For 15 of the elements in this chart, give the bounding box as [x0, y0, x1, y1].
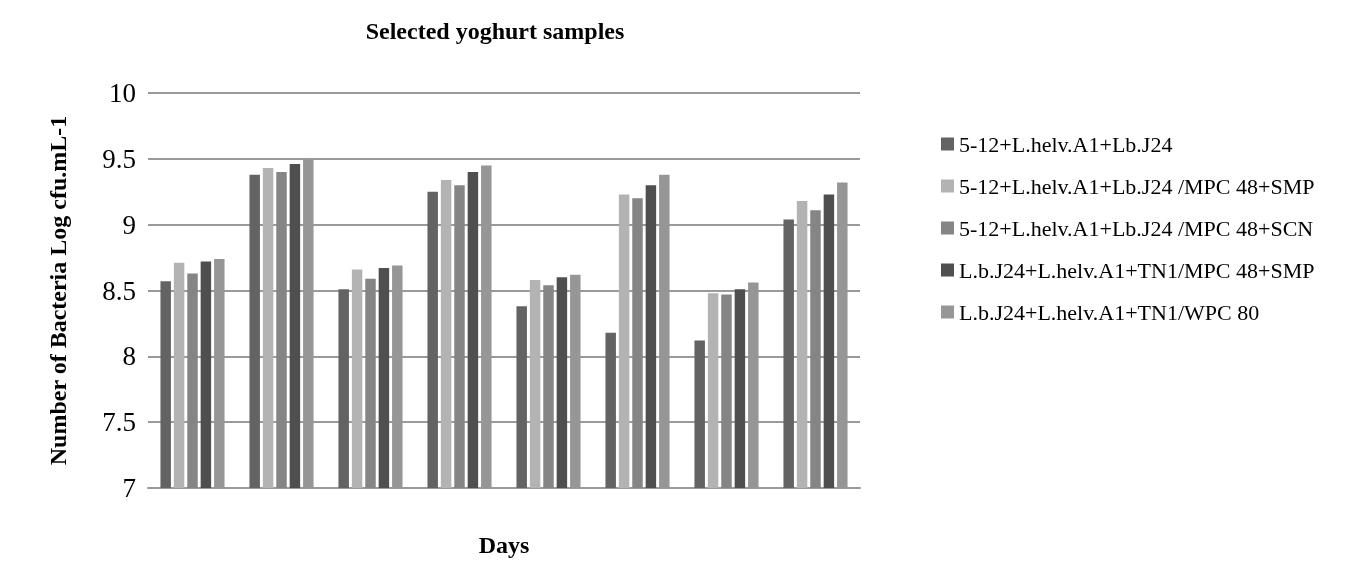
- y-axis-title: Number of Bacteria Log cfu.mL-1: [45, 115, 71, 466]
- legend-label: L.b.J24+L.helv.A1+TN1/MPC 48+SMP: [959, 257, 1315, 283]
- x-axis-title: Days: [478, 532, 530, 558]
- y-tick-label: 7: [122, 473, 136, 503]
- y-tick-label: 9.5: [102, 143, 136, 174]
- y-tick-label: 10: [109, 78, 136, 108]
- y-tick-label: 8.5: [102, 275, 136, 306]
- y-tick-label: 7.5: [102, 407, 136, 438]
- y-tick-label: 8: [122, 341, 136, 372]
- chart-title: Selected yoghurt samples: [365, 18, 625, 44]
- y-tick-label: 9: [122, 209, 136, 240]
- legend-label: 5-12+L.helv.A1+Lb.J24 /MPC 48+SMP: [959, 173, 1315, 199]
- legend-label: 5-12+L.helv.A1+Lb.J24: [959, 131, 1173, 157]
- legend-label: L.b.J24+L.helv.A1+TN1/WPC 80: [959, 299, 1260, 325]
- legend-label: 5-12+L.helv.A1+Lb.J24 /MPC 48+SCN: [959, 215, 1314, 241]
